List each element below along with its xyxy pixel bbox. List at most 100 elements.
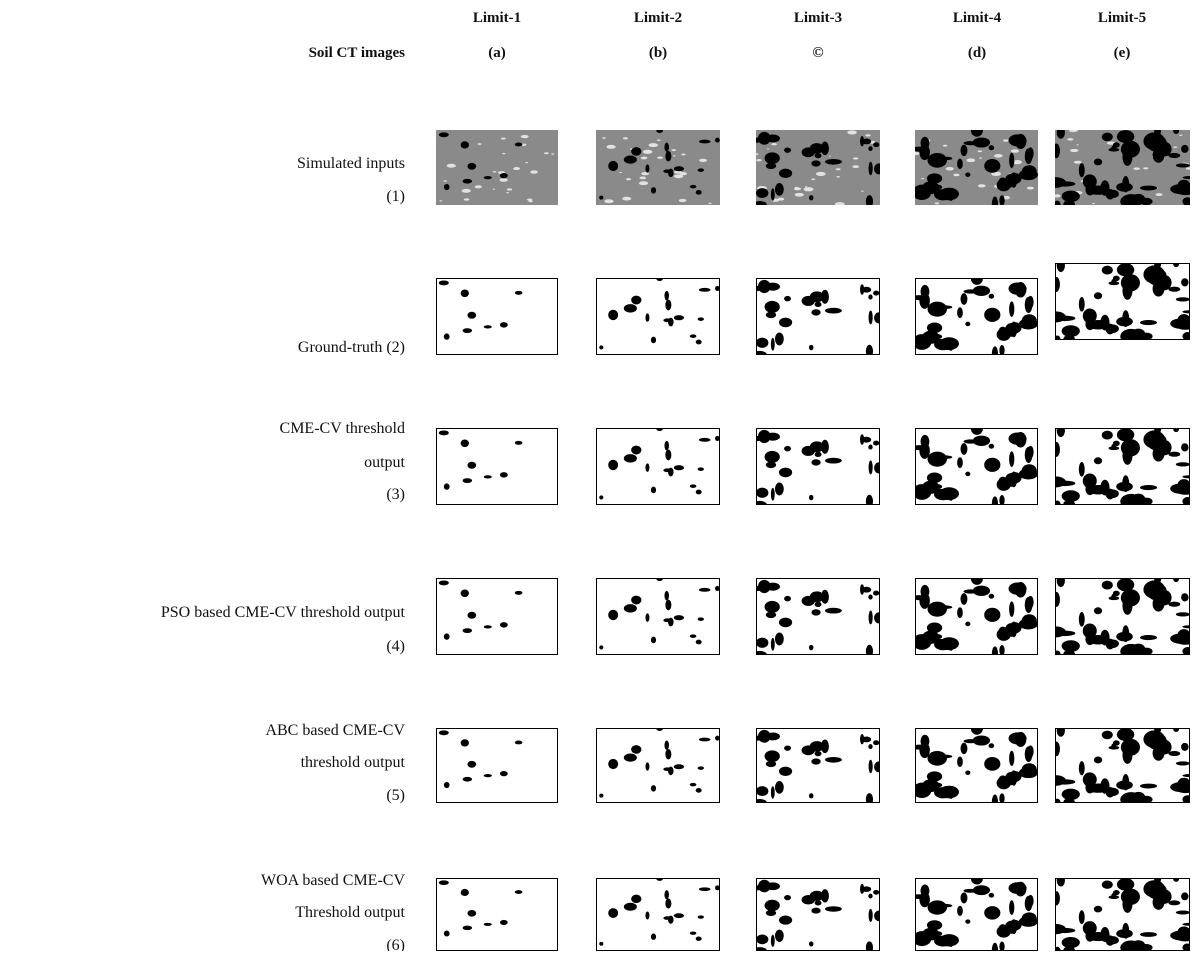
pore	[1005, 623, 1018, 637]
pore	[1182, 197, 1192, 206]
pore	[696, 640, 702, 645]
speckle	[626, 178, 631, 180]
corner-label: Soil CT images	[309, 45, 406, 61]
pore	[1005, 174, 1018, 187]
pore	[631, 147, 641, 156]
pore	[1005, 921, 1018, 934]
pore	[825, 608, 842, 614]
speckle	[767, 148, 770, 149]
pore	[868, 744, 872, 749]
pore	[759, 134, 770, 138]
pore	[651, 637, 656, 644]
pore	[984, 308, 1000, 322]
speckle	[1003, 139, 1009, 141]
pore	[1005, 473, 1018, 487]
pore	[1062, 191, 1080, 202]
pore	[927, 173, 942, 183]
pore	[825, 906, 842, 911]
speckle	[622, 197, 631, 201]
pore	[802, 446, 815, 456]
pore	[645, 762, 649, 770]
pore	[1117, 130, 1134, 143]
pore	[664, 740, 669, 749]
pore	[949, 495, 953, 500]
pore	[866, 495, 873, 508]
soil-image	[596, 129, 720, 205]
pore	[868, 595, 872, 600]
pore	[1009, 601, 1014, 617]
pore	[664, 890, 669, 899]
pore	[928, 602, 947, 617]
pore	[927, 623, 942, 633]
pore	[699, 588, 711, 592]
speckle	[679, 172, 687, 175]
pore	[989, 294, 995, 299]
pore	[1094, 757, 1102, 764]
pore	[668, 618, 674, 627]
pore	[815, 452, 822, 457]
pore	[1111, 444, 1116, 450]
pore	[1168, 287, 1180, 292]
pore	[1063, 200, 1075, 208]
pore	[665, 600, 671, 611]
pore	[928, 302, 947, 317]
pore	[921, 137, 930, 150]
speckle	[1092, 203, 1095, 204]
pore	[771, 638, 775, 651]
pore	[821, 739, 829, 753]
soil-image	[753, 130, 884, 208]
speckle	[699, 159, 707, 162]
image-background	[436, 278, 558, 355]
soil-image	[436, 130, 558, 205]
pore	[811, 309, 820, 315]
pore	[1062, 325, 1080, 337]
pore	[1079, 612, 1085, 627]
pore	[696, 340, 702, 345]
pore	[500, 472, 508, 477]
pore	[439, 280, 449, 285]
pore	[1140, 320, 1157, 325]
speckle	[829, 156, 832, 157]
speckle	[847, 130, 857, 134]
pore	[1009, 301, 1014, 317]
pore	[1148, 888, 1166, 899]
pore	[608, 161, 618, 171]
pore	[860, 284, 864, 295]
pore	[957, 906, 963, 916]
speckle	[861, 191, 864, 192]
pore	[599, 794, 603, 798]
pore	[957, 307, 963, 318]
pore	[1009, 153, 1014, 168]
pore	[1148, 439, 1166, 451]
pore	[771, 188, 775, 200]
image-background	[436, 130, 558, 205]
pore	[1057, 724, 1065, 736]
pore	[869, 311, 873, 325]
pore	[463, 478, 472, 483]
pore	[1122, 475, 1129, 492]
pore	[1168, 900, 1180, 905]
pore	[961, 145, 968, 156]
speckle	[619, 172, 622, 173]
pore	[484, 923, 492, 926]
pore	[868, 295, 872, 300]
pore	[1140, 932, 1157, 937]
speckle	[978, 184, 986, 187]
pore	[699, 738, 711, 742]
pore	[765, 601, 780, 613]
pore	[866, 645, 873, 658]
pore	[461, 440, 469, 448]
pore	[1009, 451, 1014, 467]
pore	[992, 197, 998, 212]
pore	[467, 761, 476, 768]
pore	[599, 196, 603, 200]
pore	[775, 930, 784, 942]
pore	[1102, 731, 1113, 740]
pore	[765, 451, 780, 463]
pore	[500, 771, 508, 776]
pore	[1181, 145, 1188, 153]
pore	[664, 441, 669, 451]
pore	[784, 596, 791, 602]
figure: Limit-1Limit-2Limit-3Limit-4Limit-5Soil …	[0, 0, 1194, 951]
pore	[645, 613, 649, 622]
